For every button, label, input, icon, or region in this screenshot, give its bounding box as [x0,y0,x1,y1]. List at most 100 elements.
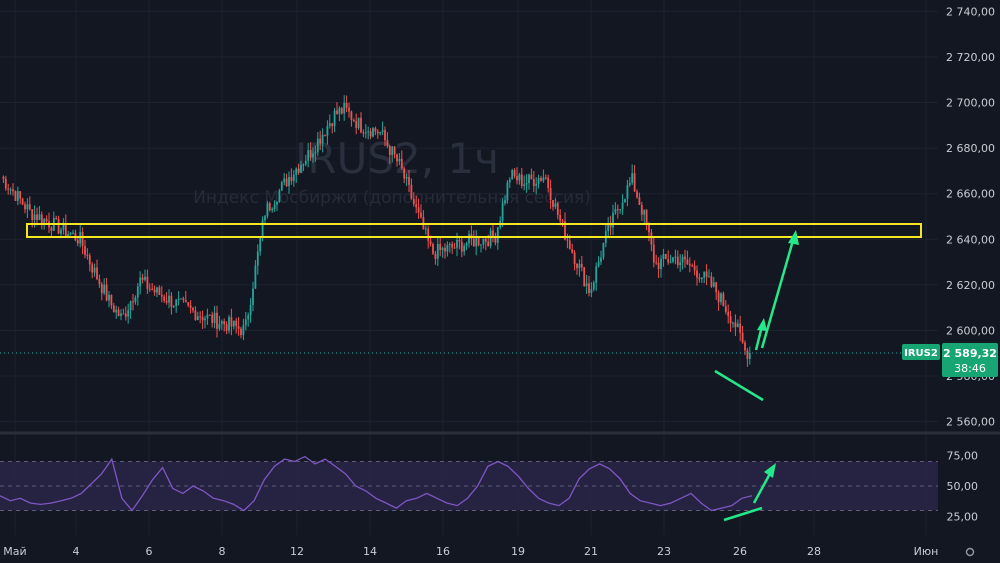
candle-body [537,177,540,184]
candle-body [26,204,29,210]
candle-body [302,164,305,166]
candle-body [441,247,444,251]
candle-body [564,220,566,240]
candle-body [492,230,494,238]
candle-body [705,271,708,277]
candle-body [211,314,214,323]
candle-body [631,173,634,183]
candle-body [316,138,319,153]
candle-body [218,323,221,329]
candle-body [513,169,516,176]
long-up-arrow-head [788,230,799,245]
time-axis[interactable]: Май 4 6 8 12 14 16 19 21 23 26 28 Июн [3,545,938,558]
candle-body [345,102,348,108]
candle-body [667,258,670,263]
candle-body [300,165,302,173]
candle-body [396,154,398,162]
candle-body [120,313,122,317]
candle-body [103,284,106,294]
candle-body [230,317,233,327]
time-tick-label: Май [3,545,26,558]
candle-body [722,293,725,307]
candle-body [168,295,170,303]
candle-body [148,288,151,290]
candle-body [271,208,274,211]
candle-body [465,243,468,246]
candle-body [727,311,730,317]
candle-body [14,191,17,201]
candle-body [170,295,173,307]
candle-body [343,102,346,114]
time-tick-label: 16 [436,545,450,558]
candle-body [307,150,310,161]
price-tick-label: 2 600,00 [946,324,995,337]
candle-body [321,134,324,144]
candle-body [256,251,259,266]
time-tick-label: 19 [511,545,525,558]
price-axis[interactable]: 2 560,002 580,002 600,002 620,002 640,00… [946,5,995,428]
candle-body [172,306,175,308]
candle-body [268,203,271,211]
candle-body [580,263,583,268]
candle-body [19,191,22,199]
candle-body [362,132,365,134]
candle-body [698,277,701,280]
candle-body [386,140,389,147]
candle-body [156,287,158,293]
candle-body [746,350,749,359]
candle-body [417,207,420,213]
candle-body [364,132,367,134]
candle-body [235,320,238,327]
rsi-axis[interactable]: 25,00 50,00 75,00 [947,449,979,523]
candle-body [177,299,180,301]
candle-body [609,224,612,228]
candle-body [636,191,638,198]
rsi-divergence-trendline [723,506,763,522]
candle-body [144,276,146,280]
candle-body [744,342,746,351]
candle-body [520,174,523,186]
candle-body [475,237,478,247]
candle-body [472,238,475,247]
candle-body [487,241,490,246]
candle-body [91,264,94,273]
candle-body [129,301,132,311]
candle-body [547,177,550,188]
candle-body [326,126,329,136]
candle-body [633,173,636,192]
candle-body [528,174,530,184]
long-up-arrow-shaft [760,236,796,349]
candle-body [134,297,137,302]
candle-body [220,321,223,324]
price-tick-label: 2 720,00 [946,51,995,64]
candle-body [352,119,355,121]
candle-body [304,160,307,165]
price-tag: IRUS2 2 589,32 38:46 [902,343,998,377]
candle-body [482,238,485,245]
time-tick-label: 21 [584,545,598,558]
candle-body [432,243,434,254]
candle-body [348,107,350,112]
candle-body [12,189,14,192]
settings-gear-icon[interactable] [965,547,975,557]
candle-body [295,168,298,175]
candle-body [319,138,322,144]
candle-body [693,265,696,271]
candle-body [655,262,658,264]
candle-body [266,203,269,217]
candle-body [544,177,547,179]
candle-body [444,247,446,252]
candle-body [285,178,288,187]
candle-body [708,276,710,278]
candle-body [681,256,684,263]
candle-body [43,218,46,224]
price-tick-label: 2 680,00 [946,142,995,155]
candle-body [717,292,720,303]
candle-body [674,256,677,258]
candle-body [278,190,281,203]
candle-body [16,191,19,201]
candle-body [388,146,391,155]
candle-body [36,214,38,220]
candle-body [679,262,682,266]
